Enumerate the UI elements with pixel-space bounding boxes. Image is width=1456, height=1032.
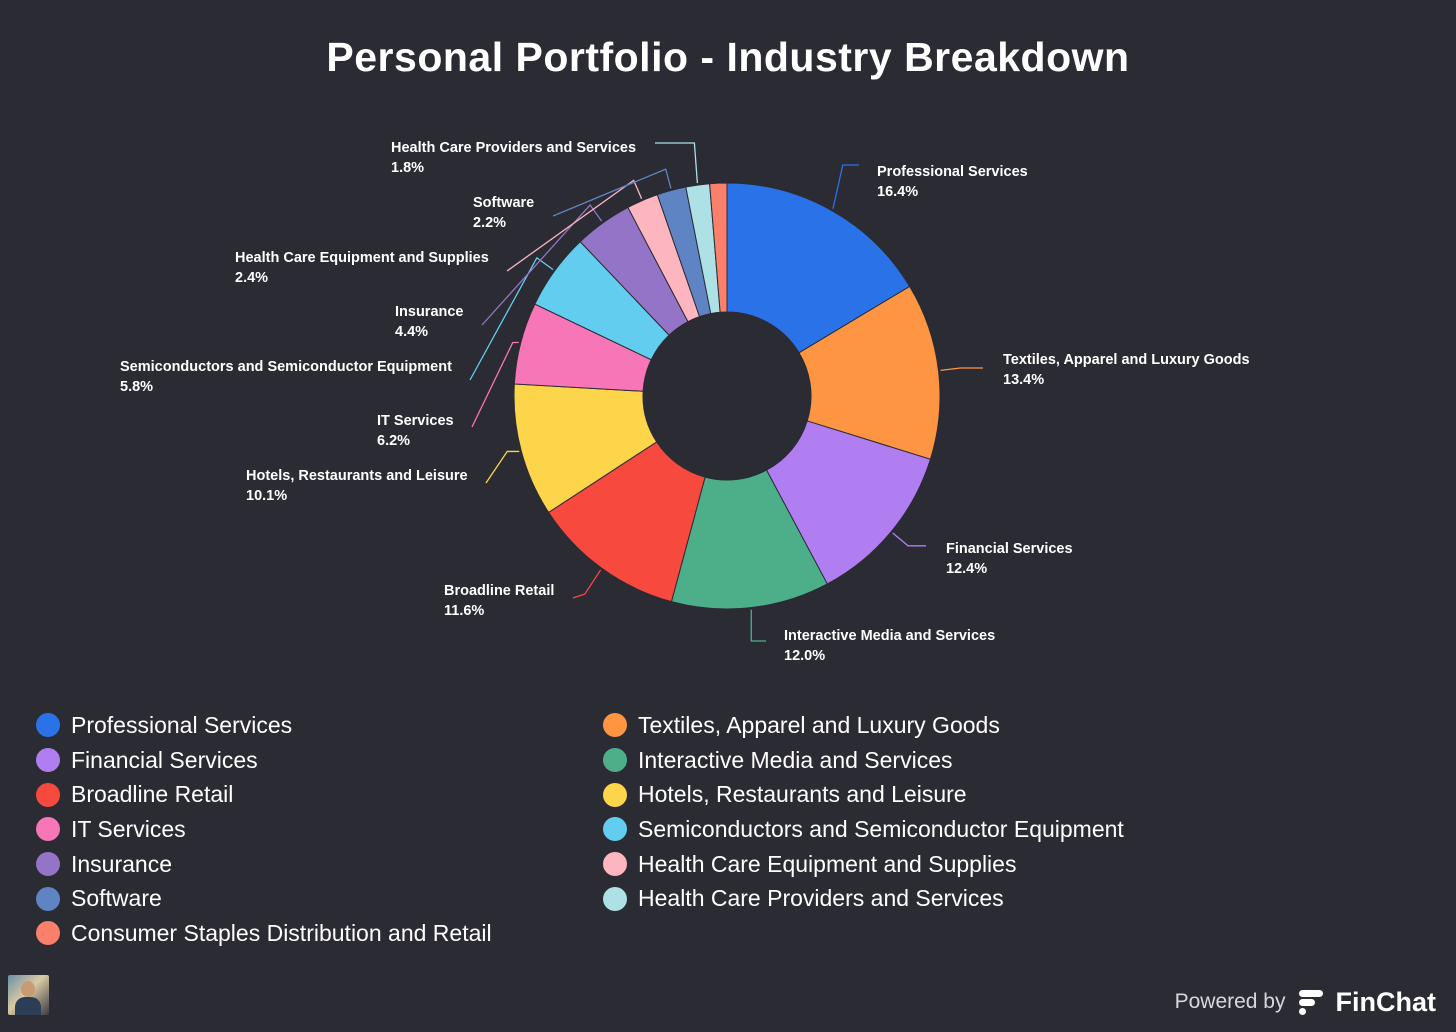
legend-item[interactable]: Semiconductors and Semiconductor Equipme…: [603, 812, 1170, 847]
slice-label-value: 1.8%: [391, 160, 424, 176]
slice-label-name: IT Services: [377, 413, 454, 429]
legend-label: Health Care Providers and Services: [638, 885, 1004, 912]
slice-label-name: Semiconductors and Semiconductor Equipme…: [120, 359, 452, 375]
legend-label: Broadline Retail: [71, 781, 234, 808]
legend-dot-icon: [36, 713, 60, 738]
legend-item[interactable]: Software: [36, 881, 603, 916]
leader-line-insurance: [481, 203, 603, 326]
legend-item[interactable]: Health Care Equipment and Supplies: [603, 847, 1170, 882]
slice-label-name: Textiles, Apparel and Luxury Goods: [1003, 352, 1250, 368]
leader-line-health-care-equipment-and-supplies: [506, 179, 643, 272]
user-avatar: [8, 975, 49, 1015]
slice-financial-services[interactable]: [765, 420, 932, 585]
slice-label-value: 13.4%: [1003, 372, 1044, 388]
slice-label-name: Broadline Retail: [444, 583, 554, 599]
legend-label: Health Care Equipment and Supplies: [638, 850, 1017, 877]
legend-dot-icon: [603, 886, 627, 911]
slice-label-value: 11.6%: [444, 603, 484, 619]
slice-label-value: 12.0%: [784, 648, 825, 664]
slice-label-name: Financial Services: [946, 541, 1073, 557]
legend-item[interactable]: Interactive Media and Services: [603, 743, 1170, 778]
leader-line-semiconductors-and-semiconductor-equipment: [469, 256, 554, 381]
slice-textiles-apparel-and-luxury-goods[interactable]: [798, 285, 941, 460]
legend-item[interactable]: IT Services: [36, 812, 603, 847]
brand-footer[interactable]: Powered by FinChat: [1175, 984, 1436, 1020]
legend-dot-icon: [603, 713, 627, 738]
chart-legend: Professional Services Textiles, Apparel a…: [36, 708, 1186, 951]
slice-label-name: Software: [473, 195, 534, 211]
legend-label: Interactive Media and Services: [638, 746, 953, 773]
legend-item[interactable]: Broadline Retail: [36, 777, 603, 812]
chart-title: Personal Portfolio - Industry Breakdown: [326, 34, 1130, 80]
donut-chart: Professional Services 16.4% Textiles, Appa…: [120, 140, 1250, 664]
slice-label-name: Interactive Media and Services: [784, 628, 995, 644]
slice-label-name: Health Care Equipment and Supplies: [235, 250, 489, 266]
slice-label-name: Hotels, Restaurants and Leisure: [246, 468, 468, 484]
leader-line-professional-services: [832, 164, 859, 210]
legend-dot-icon: [36, 782, 60, 807]
legend-item[interactable]: Insurance: [36, 847, 603, 882]
slice-professional-services[interactable]: [726, 182, 911, 354]
leader-line-health-care-providers-and-services: [655, 142, 699, 184]
legend-item[interactable]: Textiles, Apparel and Luxury Goods: [603, 708, 1170, 743]
legend-item[interactable]: Financial Services: [36, 743, 603, 778]
legend-item[interactable]: Professional Services: [36, 708, 603, 743]
legend-item[interactable]: Consumer Staples Distribution and Retail: [36, 916, 603, 951]
slice-label-value: 16.4%: [877, 184, 918, 200]
legend-dot-icon: [603, 852, 627, 877]
leader-line-it-services: [471, 341, 519, 428]
legend-item[interactable]: Hotels, Restaurants and Leisure: [603, 777, 1170, 812]
brand-name: FinChat: [1335, 986, 1437, 1017]
slice-label-name: Health Care Providers and Services: [391, 140, 636, 156]
legend-dot-icon: [36, 748, 60, 773]
legend-dot-icon: [603, 748, 627, 773]
legend-item[interactable]: Health Care Providers and Services: [603, 881, 1170, 916]
slice-label-value: 10.1%: [246, 488, 287, 504]
legend-label: Semiconductors and Semiconductor Equipme…: [638, 815, 1124, 842]
legend-label: Insurance: [71, 850, 173, 877]
slice-label-value: 6.2%: [377, 433, 410, 449]
slice-label-value: 4.4%: [395, 324, 428, 340]
legend-label: Software: [71, 885, 162, 912]
leader-line-interactive-media-and-services: [750, 609, 766, 642]
slice-label-value: 2.4%: [235, 270, 268, 286]
powered-by-text: Powered by: [1174, 990, 1286, 1013]
leader-line-hotels-restaurants-and-leisure: [485, 450, 520, 484]
legend-label: Professional Services: [71, 711, 293, 738]
legend-label: Financial Services: [71, 746, 258, 773]
slice-label-value: 12.4%: [946, 561, 987, 577]
legend-label: Consumer Staples Distribution and Retail: [71, 919, 492, 946]
legend-dot-icon: [36, 852, 60, 877]
slice-interactive-media-and-services[interactable]: [670, 469, 828, 610]
legend-label: Textiles, Apparel and Luxury Goods: [638, 711, 1000, 738]
leader-line-broadline-retail: [572, 569, 602, 599]
leader-line-software: [552, 168, 672, 217]
legend-dot-icon: [36, 817, 60, 842]
legend-dot-icon: [36, 886, 60, 911]
slice-label-value: 2.2%: [473, 215, 506, 231]
slice-label-name: Insurance: [395, 304, 464, 320]
legend-dot-icon: [36, 921, 60, 946]
slice-hotels-restaurants-and-leisure[interactable]: [513, 383, 658, 514]
legend-label: IT Services: [71, 815, 186, 842]
legend-label: Hotels, Restaurants and Leisure: [638, 781, 967, 808]
legend-dot-icon: [603, 782, 627, 807]
slice-label-name: Professional Services: [877, 164, 1028, 180]
slice-label-value: 5.8%: [120, 379, 153, 395]
leader-line-textiles-apparel-and-luxury-goods: [940, 367, 983, 372]
slice-consumer-staples-distribution-and-retail[interactable]: [709, 182, 728, 313]
leader-line-financial-services: [892, 532, 926, 547]
finchat-logo-icon: [1298, 990, 1323, 1015]
legend-dot-icon: [603, 817, 627, 842]
